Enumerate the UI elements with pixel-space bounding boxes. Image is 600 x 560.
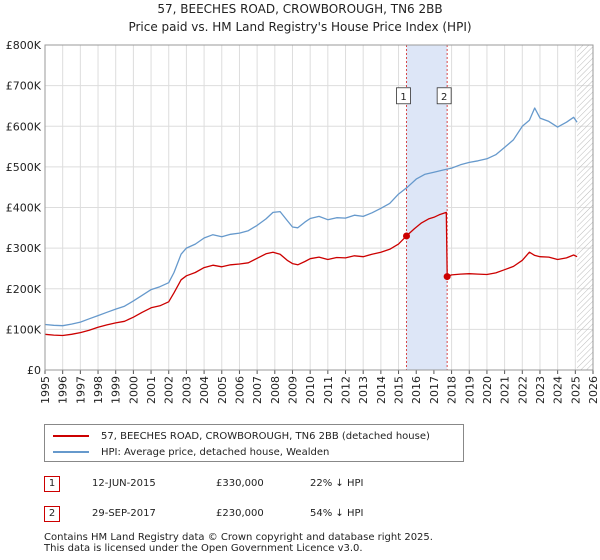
y-tick-label: £0 <box>27 364 41 377</box>
y-tick-label: £500K <box>6 161 42 174</box>
legend-swatch-hpi <box>53 451 89 453</box>
x-tick-label: 2019 <box>463 376 476 404</box>
x-tick-label: 2025 <box>569 376 582 404</box>
chart-title: 57, BEECHES ROAD, CROWBOROUGH, TN6 2BB <box>157 2 443 16</box>
x-tick-label: 2018 <box>446 376 459 404</box>
x-tick-label: 2007 <box>251 376 264 404</box>
legend: 57, BEECHES ROAD, CROWBOROUGH, TN6 2BB (… <box>44 424 464 462</box>
x-tick-label: 2010 <box>304 376 317 404</box>
transaction-date: 12-JUN-2015 <box>92 478 156 489</box>
legend-label-hpi: HPI: Average price, detached house, Weal… <box>101 446 330 458</box>
x-tick-label: 2002 <box>163 376 176 404</box>
x-tick-label: 2005 <box>216 376 229 404</box>
marker-label: 1 <box>400 92 406 103</box>
chart: 1 2 £0 £100K £200K £300K £400K £500K £600K £700K… <box>6 39 600 404</box>
x-tick-label: 2011 <box>322 376 335 404</box>
x-tick-label: 2026 <box>587 376 600 404</box>
x-tick-label: 2017 <box>428 376 441 404</box>
x-tick-label: 1998 <box>92 376 105 404</box>
footer-license: This data is licensed under the Open Gov… <box>44 543 363 554</box>
legend-label-property: 57, BEECHES ROAD, CROWBOROUGH, TN6 2BB (… <box>101 430 430 442</box>
marker-label-box <box>436 87 452 105</box>
x-tick-label: 1996 <box>57 376 70 404</box>
x-tick-label: 2003 <box>180 376 193 404</box>
sale-point <box>403 232 411 240</box>
y-tick-label: £700K <box>6 80 42 93</box>
x-tick-label: 1995 <box>39 376 52 404</box>
x-tick-label: 2000 <box>127 376 140 404</box>
y-tick-label: £200K <box>6 283 42 296</box>
sale-point <box>443 273 451 281</box>
transaction-hpi-diff: 22% ↓ HPI <box>310 478 364 489</box>
x-tick-label: 2009 <box>286 376 299 404</box>
transaction-date: 29-SEP-2017 <box>92 508 156 519</box>
y-tick-label: £600K <box>6 120 42 133</box>
transaction-price: £230,000 <box>216 508 264 519</box>
x-tick-label: 2001 <box>145 376 158 404</box>
x-tick-label: 2004 <box>198 376 211 404</box>
x-tick-label: 2020 <box>481 376 494 404</box>
footer: Contains HM Land Registry data © Crown c… <box>44 532 433 554</box>
transaction-hpi-diff: 54% ↓ HPI <box>310 508 364 519</box>
property-price-line <box>44 211 578 337</box>
x-tick-label: 2023 <box>534 376 547 404</box>
x-tick-label: 1997 <box>74 376 87 404</box>
x-tick-label: 2006 <box>233 376 246 404</box>
y-tick-label: £100K <box>6 323 42 336</box>
marker-label: 2 <box>441 92 447 103</box>
legend-item-hpi: HPI: Average price, detached house, Weal… <box>53 445 329 459</box>
transaction-number-box: 1 <box>44 476 60 492</box>
plot-frame <box>44 44 594 371</box>
transaction-number-box: 2 <box>44 506 60 522</box>
x-tick-label: 2008 <box>269 376 282 404</box>
marker-label-box <box>396 87 411 105</box>
chart-subtitle: Price paid vs. HM Land Registry's House … <box>128 20 472 34</box>
future-hatch <box>577 45 593 370</box>
x-tick-label: 2022 <box>516 376 529 404</box>
x-tick-label: 1999 <box>110 376 123 404</box>
x-tick-label: 2013 <box>357 376 370 404</box>
x-tick-label: 2014 <box>375 376 388 404</box>
x-tick-label: 2015 <box>393 376 406 404</box>
y-tick-label: £800K <box>6 39 42 52</box>
y-tick-label: £300K <box>6 242 42 255</box>
x-tick-label: 2016 <box>410 376 423 404</box>
transaction-price: £330,000 <box>216 478 264 489</box>
y-tick-label: £400K <box>6 202 42 215</box>
legend-item-property: 57, BEECHES ROAD, CROWBOROUGH, TN6 2BB (… <box>53 429 430 443</box>
x-tick-label: 2021 <box>499 376 512 404</box>
x-tick-label: 2012 <box>340 376 353 404</box>
hpi-line <box>44 107 578 327</box>
x-tick-label: 2024 <box>552 376 565 404</box>
legend-swatch-property <box>53 435 89 437</box>
footer-copyright: Contains HM Land Registry data © Crown c… <box>44 532 433 543</box>
